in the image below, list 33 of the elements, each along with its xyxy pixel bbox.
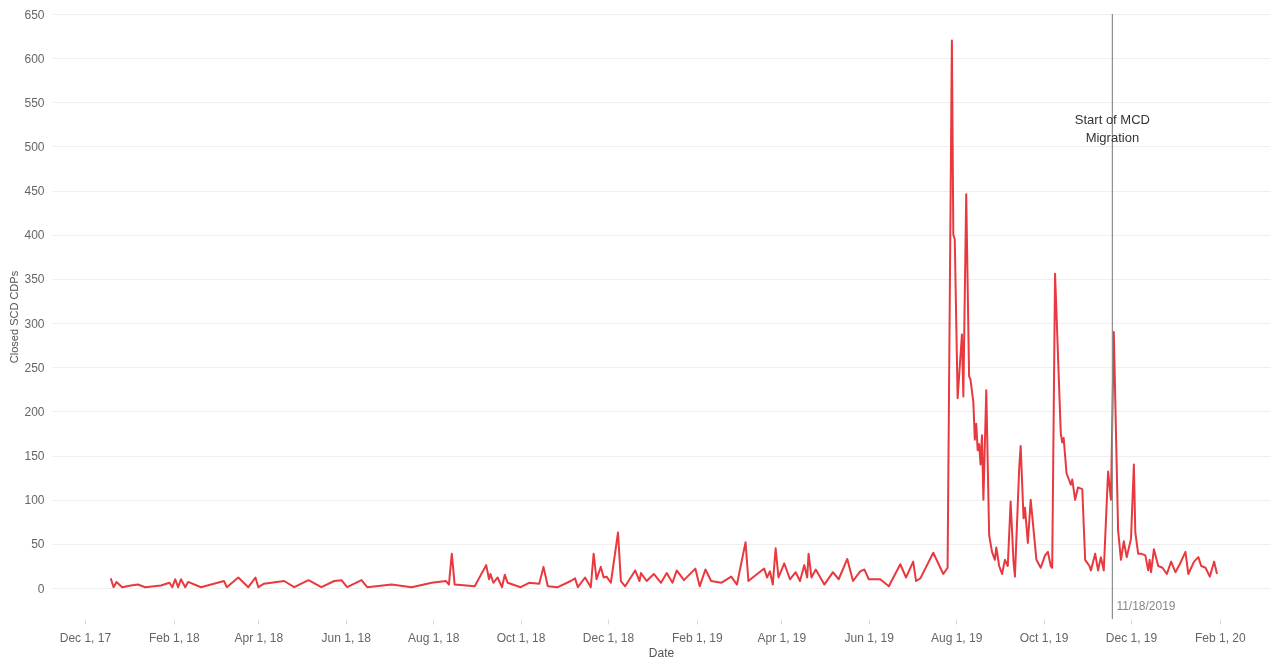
y-tick-label: 400 (24, 228, 45, 243)
x-tick-label: Feb 1, 20 (1195, 630, 1247, 645)
y-tick-label: 100 (24, 493, 45, 508)
x-tick-label: Aug 1, 18 (407, 630, 460, 645)
x-axis-title: Date (648, 645, 675, 660)
x-tick-label: Oct 1, 18 (496, 630, 546, 645)
line-series (109, 39, 1218, 589)
ref-line-label: 11/18/2019 (1116, 599, 1176, 613)
x-tick-label: Feb 1, 19 (671, 630, 723, 645)
x-tick-label: Apr 1, 19 (757, 630, 807, 645)
y-tick-label: 500 (24, 139, 45, 154)
x-tick-label: Dec 1, 17 (59, 630, 112, 645)
y-tick-label: 250 (24, 360, 45, 375)
y-tick-label: 200 (24, 404, 45, 419)
y-tick-label: 600 (24, 51, 45, 66)
x-tick-label: Oct 1, 19 (1019, 630, 1069, 645)
y-axis-title: Closed SCD CDPs (8, 270, 21, 364)
x-tick-label: Jun 1, 19 (844, 630, 895, 645)
y-tick-label: 450 (24, 184, 45, 199)
x-tick-label: Apr 1, 18 (234, 630, 284, 645)
y-tick-label: 350 (24, 272, 45, 287)
y-tick-label: 650 (24, 7, 45, 22)
y-tick-label: 550 (24, 95, 45, 110)
y-tick-label: 0 (37, 581, 45, 596)
x-tick-label: Jun 1, 18 (321, 630, 372, 645)
x-tick-label: Aug 1, 19 (931, 630, 983, 645)
x-tick-label: Dec 1, 18 (582, 630, 635, 645)
y-tick-label: 300 (24, 316, 45, 331)
x-tick-label: Dec 1, 19 (1105, 630, 1158, 645)
y-tick-label: 150 (24, 449, 45, 464)
y-tick-label: 50 (31, 537, 45, 552)
x-tick-label: Feb 1, 18 (148, 630, 200, 645)
annotation: Start of MCD Migration (1074, 111, 1150, 145)
